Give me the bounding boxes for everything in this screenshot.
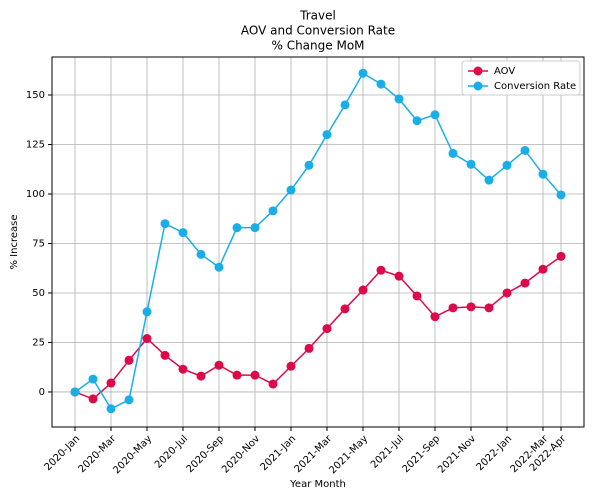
data-point xyxy=(538,169,548,179)
data-point xyxy=(196,371,206,381)
data-point xyxy=(358,285,368,295)
x-tick-label: 2021-Nov xyxy=(436,433,478,475)
x-axis-label: Year Month xyxy=(289,479,346,490)
x-tick-label: 2021-May xyxy=(327,433,370,476)
y-tick-label: 150 xyxy=(26,90,45,101)
data-point xyxy=(466,159,476,169)
data-point xyxy=(142,334,152,344)
legend-marker xyxy=(473,66,483,76)
data-point xyxy=(178,364,188,374)
data-point xyxy=(142,307,152,317)
legend-marker xyxy=(473,81,483,91)
y-tick-label: 100 xyxy=(26,189,45,200)
data-point xyxy=(250,223,260,233)
data-point xyxy=(340,304,350,314)
data-point xyxy=(502,160,512,170)
data-point xyxy=(160,350,170,360)
data-point xyxy=(502,288,512,298)
data-point xyxy=(394,271,404,281)
data-point xyxy=(214,360,224,370)
data-point xyxy=(106,404,116,414)
data-point xyxy=(124,395,134,405)
data-point xyxy=(412,116,422,126)
series-line xyxy=(74,255,562,400)
legend-box xyxy=(461,60,581,96)
data-point xyxy=(232,370,242,380)
data-point xyxy=(286,361,296,371)
data-point xyxy=(448,148,458,158)
data-point xyxy=(376,79,386,89)
chart-title: Travel xyxy=(299,9,336,23)
plot-frame xyxy=(51,56,585,428)
y-tick-label: 25 xyxy=(32,337,45,348)
data-point xyxy=(556,251,566,261)
data-point xyxy=(268,379,278,389)
data-point xyxy=(430,312,440,322)
y-axis-label: % Increase xyxy=(9,215,20,270)
y-tick-label: 75 xyxy=(32,238,45,249)
data-point xyxy=(322,324,332,334)
data-point xyxy=(268,206,278,216)
data-point xyxy=(466,302,476,312)
data-point xyxy=(556,190,566,200)
data-point xyxy=(88,374,98,384)
chart-title: AOV and Conversion Rate xyxy=(241,24,395,38)
data-point xyxy=(538,264,548,274)
x-tick-label: 2021-Jul xyxy=(369,433,406,470)
data-point xyxy=(250,370,260,380)
legend-label: AOV xyxy=(494,66,515,77)
series-line xyxy=(74,72,562,410)
y-tick-label: 0 xyxy=(39,387,45,398)
data-point xyxy=(70,387,80,397)
x-tick-label: 2020-Jul xyxy=(153,433,190,470)
data-point xyxy=(178,228,188,238)
data-point xyxy=(322,130,332,140)
data-point xyxy=(124,355,134,365)
data-point xyxy=(340,100,350,110)
data-point xyxy=(394,94,404,104)
data-point xyxy=(448,303,458,313)
y-tick-label: 50 xyxy=(32,288,45,299)
data-point xyxy=(232,223,242,233)
data-point xyxy=(88,394,98,404)
data-point xyxy=(286,185,296,195)
data-point xyxy=(430,110,440,120)
data-point xyxy=(520,278,530,288)
data-point xyxy=(484,303,494,313)
data-point xyxy=(358,68,368,78)
data-point xyxy=(196,249,206,259)
data-point xyxy=(304,343,314,353)
y-tick-label: 125 xyxy=(26,140,45,151)
data-point xyxy=(376,265,386,275)
data-point xyxy=(106,378,116,388)
x-tick-label: 2020-May xyxy=(111,433,154,476)
data-point xyxy=(484,175,494,185)
data-point xyxy=(160,219,170,229)
data-point xyxy=(304,160,314,170)
data-point xyxy=(214,262,224,272)
data-point xyxy=(412,291,422,301)
data-point xyxy=(520,145,530,155)
x-tick-label: 2020-Nov xyxy=(220,433,262,475)
chart-title: % Change MoM xyxy=(271,39,364,53)
legend-label: Conversion Rate xyxy=(494,81,576,92)
